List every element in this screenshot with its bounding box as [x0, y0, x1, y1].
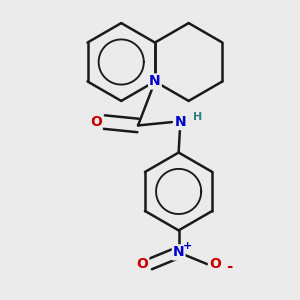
Text: N: N [173, 245, 184, 260]
Text: +: + [182, 241, 192, 250]
Text: N: N [175, 115, 186, 129]
Text: -: - [226, 260, 232, 274]
Text: O: O [90, 115, 102, 129]
Text: O: O [136, 257, 148, 271]
Text: N: N [149, 74, 161, 88]
Text: H: H [193, 112, 202, 122]
Text: O: O [209, 257, 221, 271]
